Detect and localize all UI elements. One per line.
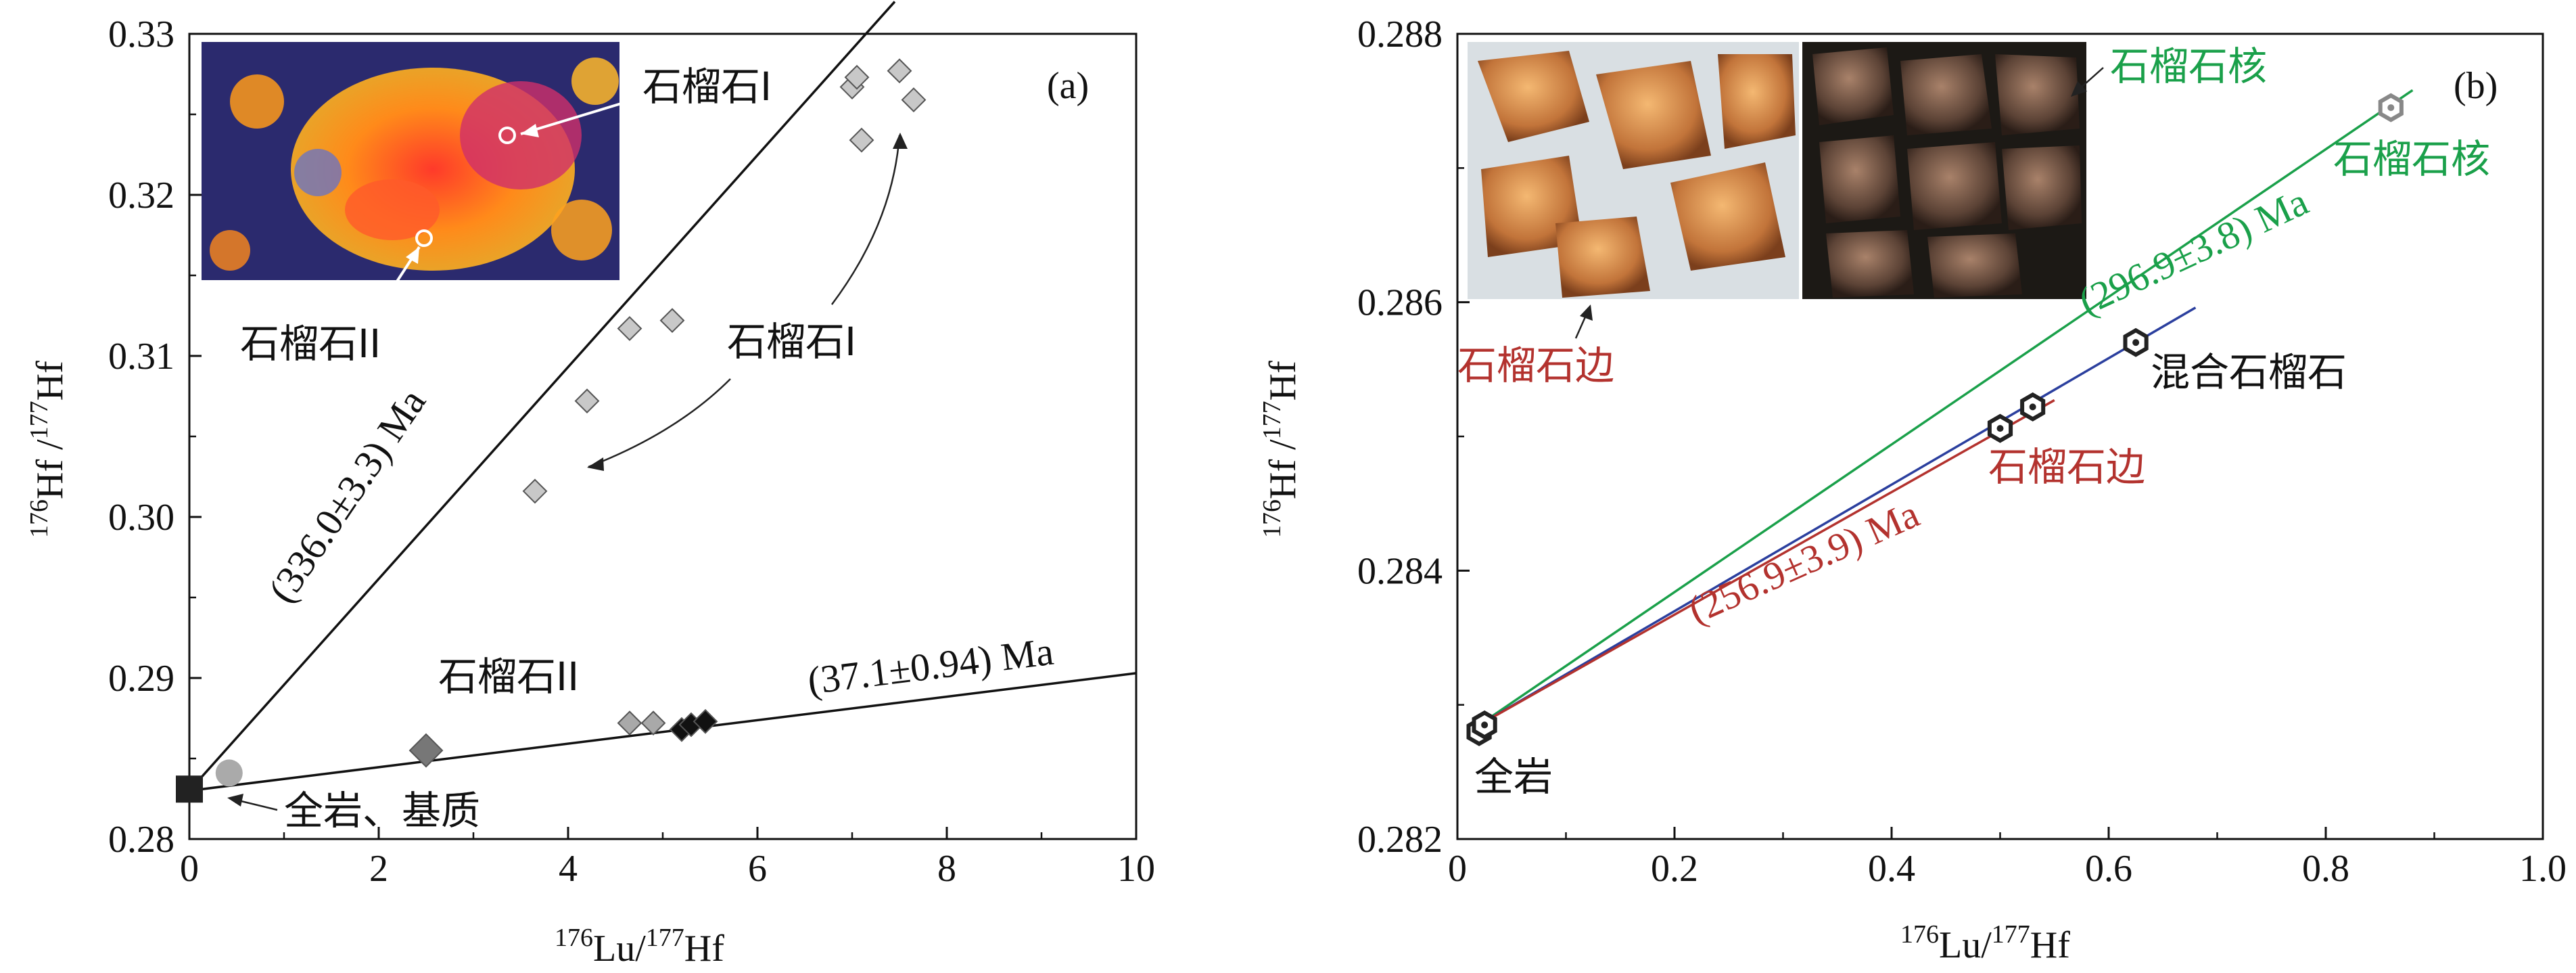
panel-b-x-tick-label: 1.0 — [2519, 848, 2567, 890]
panel-a-y-tick-label: 0.30 — [108, 497, 174, 539]
panel-a-isochron-line-2 — [189, 672, 1137, 792]
panel-b-x-tick-label: 0.8 — [2302, 848, 2349, 890]
panel-a-data-point — [574, 388, 600, 414]
panel-a-data-point — [849, 127, 874, 153]
arrowhead-garnet-1-right — [893, 133, 908, 149]
annotation-garnet-core-point: 石榴石核 — [2333, 136, 2490, 182]
panel-a-data-point — [215, 759, 243, 787]
panel-a-data-point — [659, 308, 685, 334]
panel-a-y-tick-label: 0.32 — [108, 175, 174, 217]
panel-b-point-center — [1996, 425, 2004, 432]
panel-b-y-tick-label: 0.288 — [1357, 14, 1443, 55]
panel-a-inset-image — [202, 42, 619, 280]
panel-b-isochron-label-1: (296.9±3.8) Ma — [2072, 179, 2315, 323]
arrow-garnet-1-right — [830, 135, 901, 305]
arrow-garnet-1-inset — [520, 97, 640, 135]
panel-a-y-axis-title: 176Hf /177Hf — [25, 361, 71, 538]
panel-b: 0 0.2 0.4 0.6 0.8 1.0 0.282 0.284 0.286 0.288 (296… — [1258, 14, 2567, 966]
panel-a-x-axis-title: 176Lu/177Hf — [555, 924, 724, 970]
panel-a-data-point — [901, 87, 927, 112]
panel-a-isochron-label-1: (336.0±3.3) Ma — [260, 381, 434, 610]
panel-b-point-center — [1481, 721, 1489, 729]
annotation-garnet-1-inset: 石榴石I — [642, 64, 772, 110]
panel-b-annotations: 石榴石核 石榴石核 石榴石边 混合石榴石 石榴石边 全岩 — [1457, 43, 2490, 800]
panel-a-data-point — [844, 64, 870, 90]
panel-b-label: (b) — [2454, 65, 2498, 107]
panel-b-y-tick-label: 0.284 — [1357, 550, 1443, 592]
annotation-garnet-2-points: 石榴石II — [438, 654, 579, 700]
arrow-garnet-1-left — [588, 378, 731, 468]
panel-a-x-tick-label: 0 — [180, 848, 199, 890]
panel-a-data-point — [693, 708, 718, 734]
arrowhead-garnet-core-photo — [2071, 81, 2087, 97]
panel-a-data-point — [522, 478, 548, 504]
panel-b-x-tick-label: 0 — [1448, 848, 1467, 890]
panel-b-point-center — [2132, 339, 2140, 346]
panel-a-x-tick-label: 10 — [1117, 848, 1155, 890]
panel-a-x-tick-label: 8 — [937, 848, 956, 890]
panel-b-isochron-line-1 — [1478, 89, 2414, 726]
panel-a-data-point — [617, 710, 642, 736]
panel-b-x-tick-label: 0.4 — [1868, 848, 1915, 890]
annotation-whole-rock: 全岩 — [1474, 754, 1553, 800]
arrowhead-whole-rock-matrix — [227, 794, 243, 807]
panel-b-point-center — [2387, 104, 2395, 112]
panel-b-point-center — [2029, 403, 2036, 411]
panel-a: 0 2 4 6 8 10 0.28 0.29 0.30 0.31 0.32 0.33 (336.0±3.… — [25, 1, 1155, 970]
panel-a-data-point — [617, 316, 642, 341]
panel-a-data-point — [887, 58, 912, 84]
panel-b-x-tick-label: 0.2 — [1651, 848, 1698, 890]
panel-a-data-point — [640, 710, 666, 736]
panel-a-y-tick-label: 0.28 — [108, 819, 174, 861]
panel-b-inset-photos — [1468, 42, 2086, 299]
panel-b-y-axis-title: 176Hf /177Hf — [1258, 361, 1304, 538]
annotation-garnet-2-inset: 石榴石II — [240, 321, 381, 367]
panel-a-data-point — [408, 733, 444, 768]
panel-a-annotations: 石榴石I 石榴石II 石榴石I 石榴石II 全岩、基质 — [227, 64, 908, 834]
annotation-whole-rock-matrix: 全岩、基质 — [284, 788, 480, 834]
panel-a-x-tick-label: 4 — [559, 848, 578, 890]
panel-b-isochron-line-3 — [1478, 399, 2055, 726]
panel-a-y-tick-label: 0.29 — [108, 658, 174, 700]
panel-b-x-tick-label: 0.6 — [2085, 848, 2132, 890]
arrowhead-garnet-1-left — [587, 457, 604, 471]
arrowhead-garnet-rim-photo — [1580, 304, 1593, 321]
panel-a-y-tick-label: 0.33 — [108, 14, 174, 55]
annotation-garnet-rim-point: 石榴石边 — [1988, 444, 2145, 490]
panel-a-x-tick-label: 2 — [369, 848, 388, 890]
svg-text:176Hf /177Hf: 176Hf /177Hf — [1258, 361, 1304, 538]
panel-b-y-tick-label: 0.282 — [1357, 819, 1443, 861]
panel-a-isochron-line-1 — [188, 1, 896, 792]
panel-a-data-point — [176, 775, 203, 803]
annotation-garnet-1-points: 石榴石I — [727, 319, 856, 365]
panel-b-y-tick-label: 0.286 — [1357, 282, 1443, 324]
annotation-garnet-rim-photo: 石榴石边 — [1457, 342, 1614, 388]
arrowhead-garnet-2-inset — [406, 247, 419, 264]
panel-b-x-axis-title: 176Lu/177Hf — [1900, 920, 2070, 966]
panel-a-isochron-label-2: (37.1±0.94) Ma — [805, 629, 1056, 703]
panel-a-x-tick-label: 6 — [748, 848, 767, 890]
panel-a-y-tick-label: 0.31 — [108, 336, 174, 378]
annotation-mixed-garnet: 混合石榴石 — [2151, 349, 2347, 395]
svg-text:176Hf /177Hf: 176Hf /177Hf — [25, 361, 71, 538]
panel-b-isochron-line-2 — [1478, 307, 2197, 726]
arrowhead-garnet-1-inset — [521, 124, 539, 137]
panel-a-label: (a) — [1047, 65, 1089, 107]
annotation-garnet-core-photo: 石榴石核 — [2110, 43, 2267, 89]
